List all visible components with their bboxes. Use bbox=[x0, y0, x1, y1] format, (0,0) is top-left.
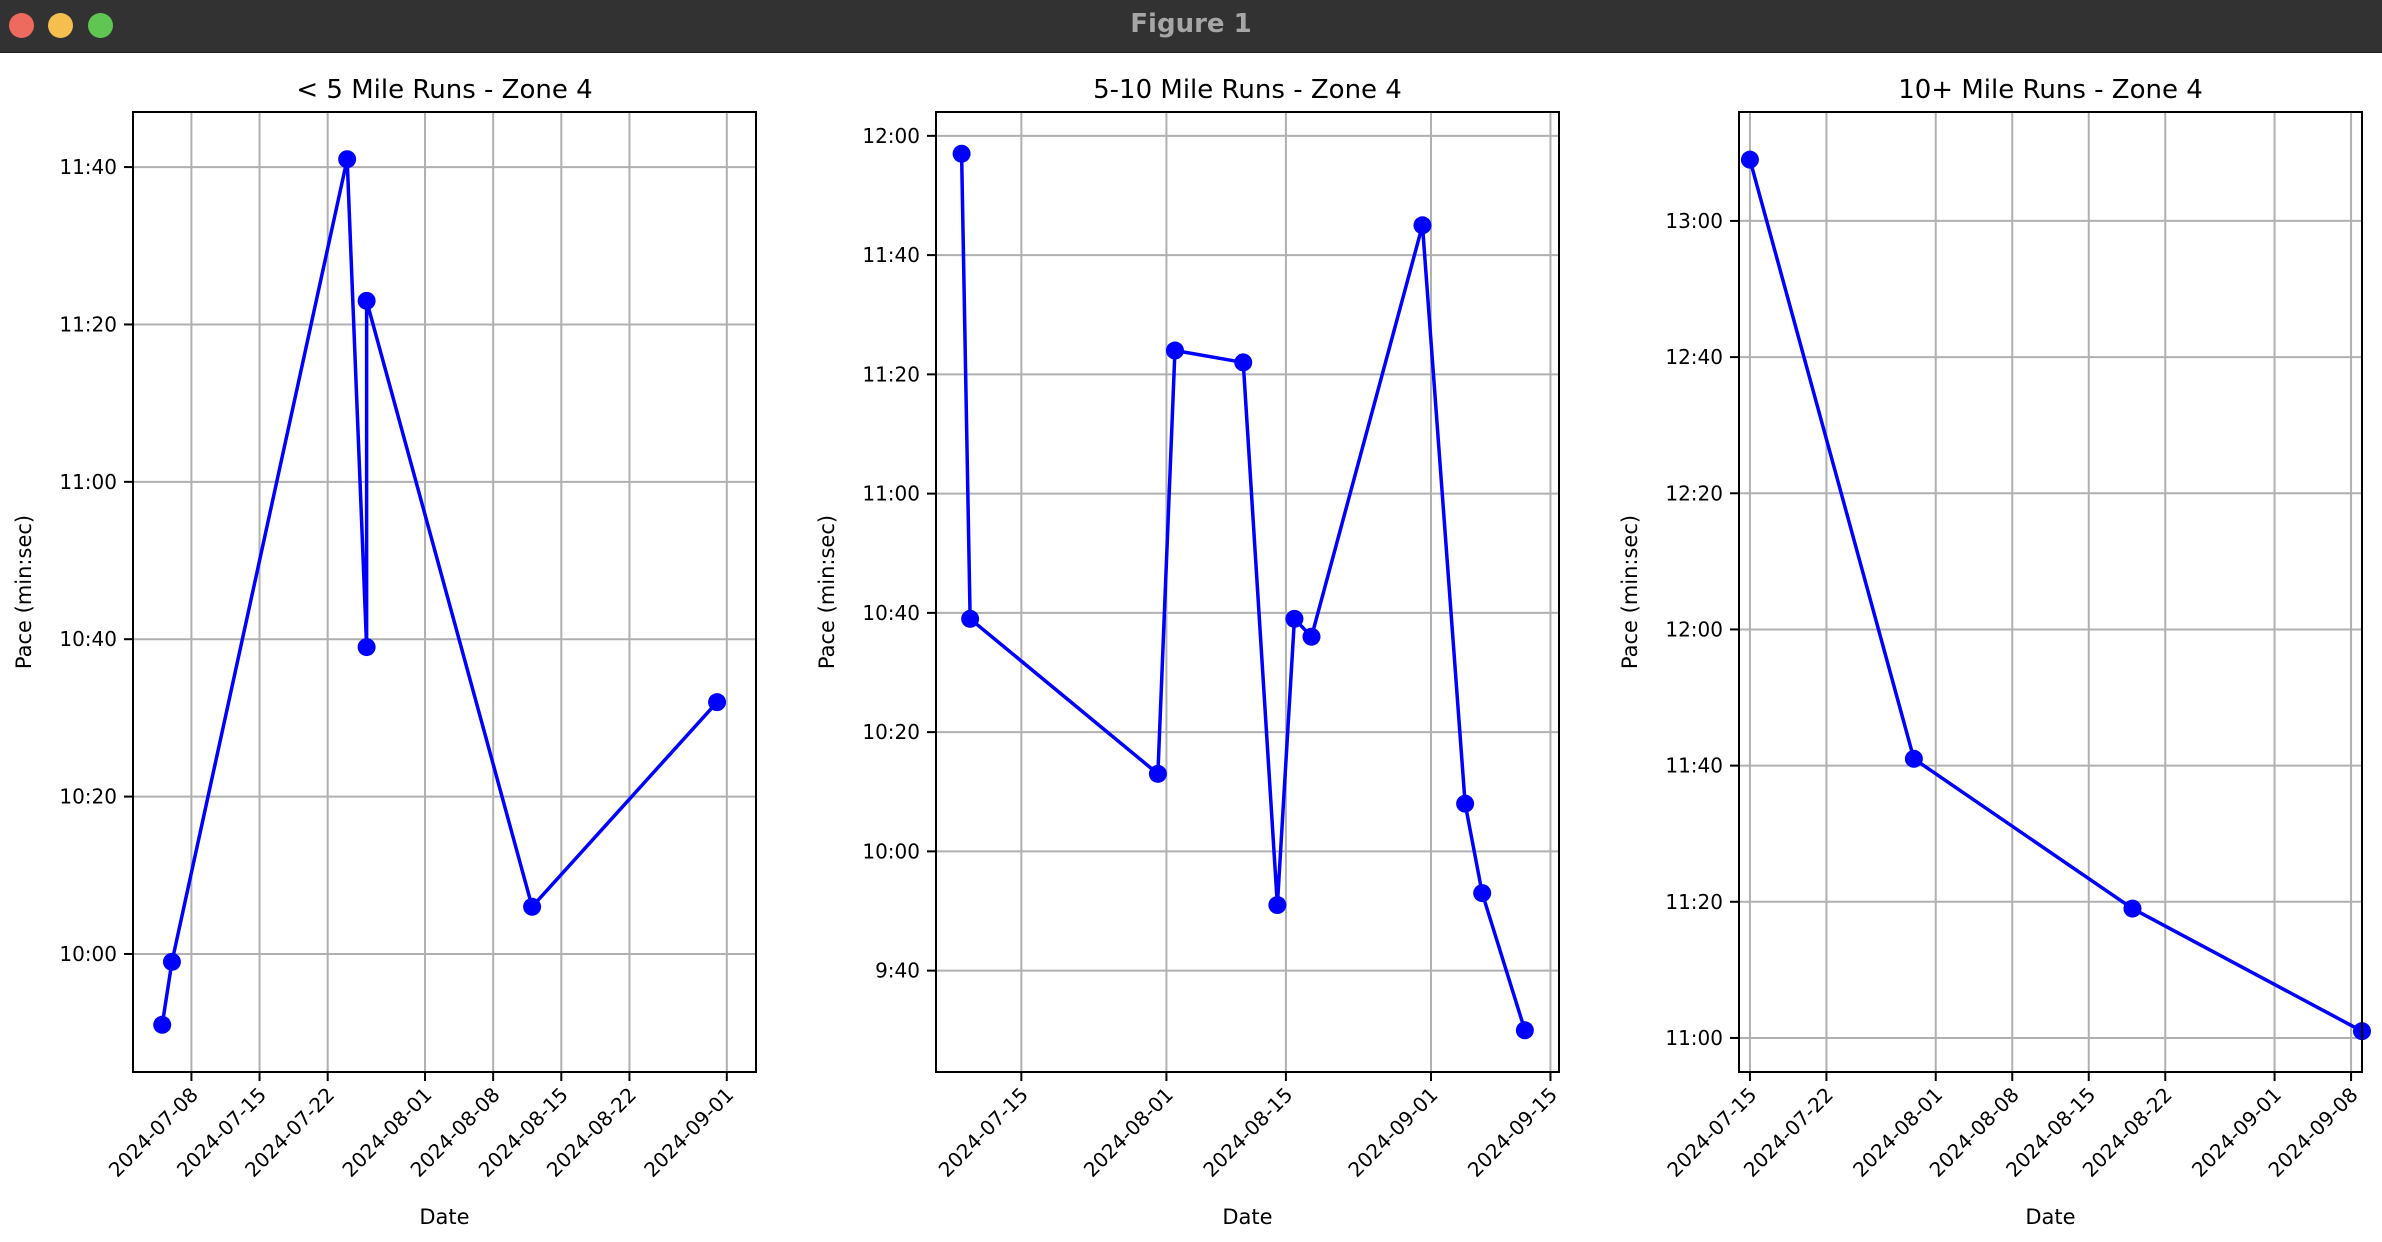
series-line bbox=[959, 153, 1527, 1031]
x-tick-label: 2024-09-01 bbox=[639, 1083, 738, 1182]
data-point bbox=[357, 291, 376, 310]
data-point bbox=[1285, 609, 1304, 628]
data-point bbox=[1148, 764, 1167, 783]
x-tick-label: 2024-08-01 bbox=[1079, 1083, 1178, 1182]
chart-panel-2: 2024-07-15 2024-08-01 2024-08-15 2024-09-01… bbox=[815, 75, 1562, 1229]
y-tick-label: 11:40 bbox=[862, 243, 920, 267]
x-tick-label: 2024-07-15 bbox=[934, 1083, 1033, 1182]
chart-title: 10+ Mile Runs - Zone 4 bbox=[1898, 75, 2203, 105]
x-tick-label: 2024-09-01 bbox=[1343, 1083, 1442, 1182]
y-tick-label: 13:00 bbox=[1665, 209, 1723, 233]
x-tick-label: 2024-09-15 bbox=[1463, 1083, 1562, 1182]
x-axis-label: Date bbox=[1222, 1205, 1272, 1229]
y-tick-label: 10:40 bbox=[862, 601, 920, 625]
y-axis-label: Pace (min:sec) bbox=[1618, 515, 1642, 669]
y-tick-label: 11:40 bbox=[59, 155, 117, 179]
y-tick-label: 12:20 bbox=[1665, 481, 1723, 505]
data-point bbox=[1740, 150, 1759, 169]
axes-frame bbox=[935, 111, 1560, 1073]
data-point bbox=[1268, 896, 1287, 915]
y-tick-label: 11:40 bbox=[1665, 754, 1723, 778]
y-tick-label: 10:20 bbox=[862, 720, 920, 744]
y-tick-label: 11:00 bbox=[1665, 1026, 1723, 1050]
chart-panel-1: 2024-07-082024-07-152024-07-222024-08-01… bbox=[12, 75, 757, 1229]
data-point bbox=[2123, 899, 2142, 918]
y-tick-label: 11:00 bbox=[862, 482, 920, 506]
data-point bbox=[708, 693, 727, 712]
data-point bbox=[1234, 353, 1253, 372]
data-point bbox=[523, 897, 542, 916]
axes-frame bbox=[132, 111, 757, 1073]
data-point bbox=[162, 952, 181, 971]
data-point bbox=[338, 150, 357, 169]
data-point bbox=[153, 1015, 172, 1034]
data-point bbox=[1413, 216, 1432, 235]
close-button[interactable] bbox=[9, 13, 34, 38]
y-tick-label: 9:40 bbox=[875, 959, 920, 983]
data-point bbox=[1456, 794, 1475, 813]
data-point bbox=[1165, 341, 1184, 360]
data-point bbox=[357, 638, 376, 657]
y-tick-label: 12:40 bbox=[1665, 345, 1723, 369]
y-tick-label: 10:20 bbox=[59, 785, 117, 809]
chart-title: 5-10 Mile Runs - Zone 4 bbox=[1093, 75, 1402, 105]
window-titlebar: Figure 1 bbox=[0, 0, 2382, 53]
y-tick-label: 11:00 bbox=[59, 470, 117, 494]
x-tick-label: 2024-08-15 bbox=[1198, 1083, 1297, 1182]
y-tick-label: 11:20 bbox=[862, 362, 920, 386]
x-axis-label: Date bbox=[2025, 1205, 2075, 1229]
y-tick-label: 11:20 bbox=[59, 312, 117, 336]
chart-title: < 5 Mile Runs - Zone 4 bbox=[296, 75, 592, 105]
series-line bbox=[1748, 159, 2363, 1033]
y-tick-label: 10:00 bbox=[59, 942, 117, 966]
x-axis-label: Date bbox=[419, 1205, 469, 1229]
axes-frame bbox=[1738, 111, 2363, 1073]
data-point bbox=[952, 144, 971, 163]
data-point bbox=[1904, 749, 1923, 768]
series-line bbox=[160, 157, 719, 1026]
data-point bbox=[961, 609, 980, 628]
data-point bbox=[1515, 1021, 1534, 1040]
y-axis-label: Pace (min:sec) bbox=[12, 515, 36, 669]
window-title: Figure 1 bbox=[1130, 9, 1252, 39]
y-tick-label: 10:40 bbox=[59, 627, 117, 651]
data-point bbox=[1302, 627, 1321, 646]
zoom-button[interactable] bbox=[88, 13, 113, 38]
data-point bbox=[1473, 884, 1492, 903]
minimize-button[interactable] bbox=[48, 13, 73, 38]
y-tick-label: 12:00 bbox=[862, 124, 920, 148]
y-tick-label: 10:00 bbox=[862, 839, 920, 863]
y-axis-label: Pace (min:sec) bbox=[815, 515, 839, 669]
y-tick-label: 11:20 bbox=[1665, 890, 1723, 914]
y-tick-label: 12:00 bbox=[1665, 617, 1723, 641]
figure-canvas: 2024-07-082024-07-152024-07-222024-08-01… bbox=[12, 75, 2371, 1229]
